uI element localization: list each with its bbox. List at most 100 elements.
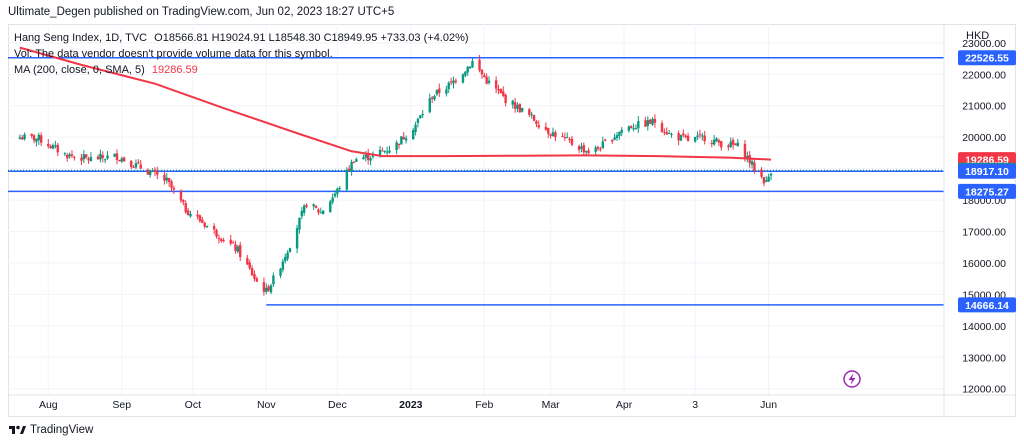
candle-body	[660, 123, 664, 132]
candle-body	[710, 143, 713, 145]
candle-body	[350, 161, 353, 172]
y-tick-label: 14000.00	[962, 321, 1006, 333]
legend-ma-row[interactable]: MA (200, close, 0, SMA, 5) 19286.59	[14, 62, 469, 78]
candle-body	[561, 136, 564, 138]
legend-ohlc: O18566.81 H19024.91 L18548.30 C18949.95 …	[154, 32, 469, 44]
candle-body	[577, 146, 581, 150]
price-label-text: 18275.27	[965, 186, 1009, 198]
candle-body	[103, 159, 107, 161]
candle-body	[146, 169, 150, 175]
price-label-text: 22526.55	[965, 53, 1009, 65]
candle-body	[646, 119, 649, 127]
candle-body	[717, 140, 721, 143]
candle-body	[231, 242, 235, 244]
candle-body	[148, 171, 152, 175]
candle-body	[549, 134, 552, 136]
candle-body	[630, 126, 633, 129]
legend-symbol-row[interactable]: Hang Seng Index, 1D, TVC O18566.81 H1902…	[14, 30, 469, 46]
candle-body	[703, 135, 706, 142]
candle-body	[63, 153, 67, 155]
candle-body	[634, 128, 638, 130]
candle-body	[535, 121, 538, 125]
publisher-line: Ultimate_Degen published on TradingView.…	[8, 6, 395, 18]
candle-body	[284, 256, 287, 262]
candle-body	[445, 89, 448, 94]
legend-volume-row[interactable]: Vol: The data vendor doesn't provide vol…	[14, 46, 469, 62]
candle-body	[286, 252, 289, 259]
candle-body	[35, 138, 38, 142]
candle-body	[487, 80, 491, 83]
candle-body	[239, 244, 242, 258]
candle-body	[554, 132, 557, 138]
x-tick-label: Feb	[475, 399, 493, 411]
candle-body	[570, 138, 574, 145]
candle-body	[544, 126, 548, 130]
candle-body	[480, 69, 484, 75]
candle-body	[196, 214, 199, 217]
candle-body	[547, 128, 550, 134]
candle-body	[613, 137, 616, 140]
y-tick-label: 16000.00	[962, 258, 1006, 270]
price-label-box	[958, 183, 1016, 199]
candle-body	[329, 201, 332, 213]
candle-body	[594, 147, 597, 152]
candle-body	[497, 89, 500, 91]
candle-body	[101, 155, 104, 158]
candle-body	[464, 71, 467, 76]
candle-body	[729, 141, 732, 147]
candle-body	[182, 200, 185, 202]
ma-200-line	[19, 46, 772, 161]
candle-body	[137, 162, 140, 164]
x-tick-label: Apr	[616, 399, 633, 411]
x-tick-label: Mar	[542, 399, 561, 411]
candle-body	[603, 139, 607, 141]
x-tick-label: Dec	[328, 399, 347, 411]
candle-body	[381, 150, 384, 152]
y-tick-label: 23000.00	[962, 38, 1006, 50]
price-label-box	[958, 163, 1016, 179]
time-axis-layer: AugSepOctNovDec2023FebMarApr3JunJul	[8, 394, 1016, 411]
candle-body	[494, 80, 498, 89]
candle-body	[49, 146, 52, 149]
candle-body	[670, 133, 673, 135]
candle-body	[587, 150, 590, 154]
candle-body	[663, 131, 666, 133]
x-tick-label: Jun	[760, 399, 777, 411]
candle-body	[303, 205, 306, 213]
candle-body	[383, 150, 386, 152]
candle-body	[106, 155, 109, 159]
candle-body	[599, 148, 602, 150]
candle-body	[698, 134, 702, 136]
candle-body	[317, 209, 320, 213]
candle-body	[416, 118, 420, 123]
candle-body	[753, 162, 756, 171]
candle-body	[449, 81, 453, 83]
candle-body	[369, 158, 372, 161]
candle-body	[435, 89, 439, 95]
candle-body	[618, 131, 621, 136]
legend-volume: Vol: The data vendor doesn't provide vol…	[14, 48, 333, 60]
candle-body	[528, 109, 531, 115]
candle-body	[679, 134, 683, 141]
candle-body	[156, 171, 159, 175]
candle-body	[502, 91, 505, 96]
candle-body	[466, 66, 469, 73]
candle-body	[648, 119, 652, 124]
candle-body	[438, 88, 441, 94]
candle-body	[395, 142, 398, 151]
candle-body	[345, 169, 349, 190]
tradingview-logo-icon[interactable]	[8, 424, 26, 436]
lightning-icon[interactable]	[843, 370, 861, 388]
candle-body	[269, 285, 273, 293]
footer-brand[interactable]: TradingView	[30, 424, 94, 436]
grid-layer	[8, 24, 944, 395]
candle-body	[478, 59, 481, 71]
candle-body	[281, 261, 285, 270]
candle-body	[70, 154, 74, 156]
chart-frame[interactable]	[8, 24, 1016, 417]
candle-body	[516, 104, 519, 109]
candle-body	[511, 100, 514, 105]
candle-body	[611, 139, 614, 142]
candle-body	[696, 135, 699, 138]
